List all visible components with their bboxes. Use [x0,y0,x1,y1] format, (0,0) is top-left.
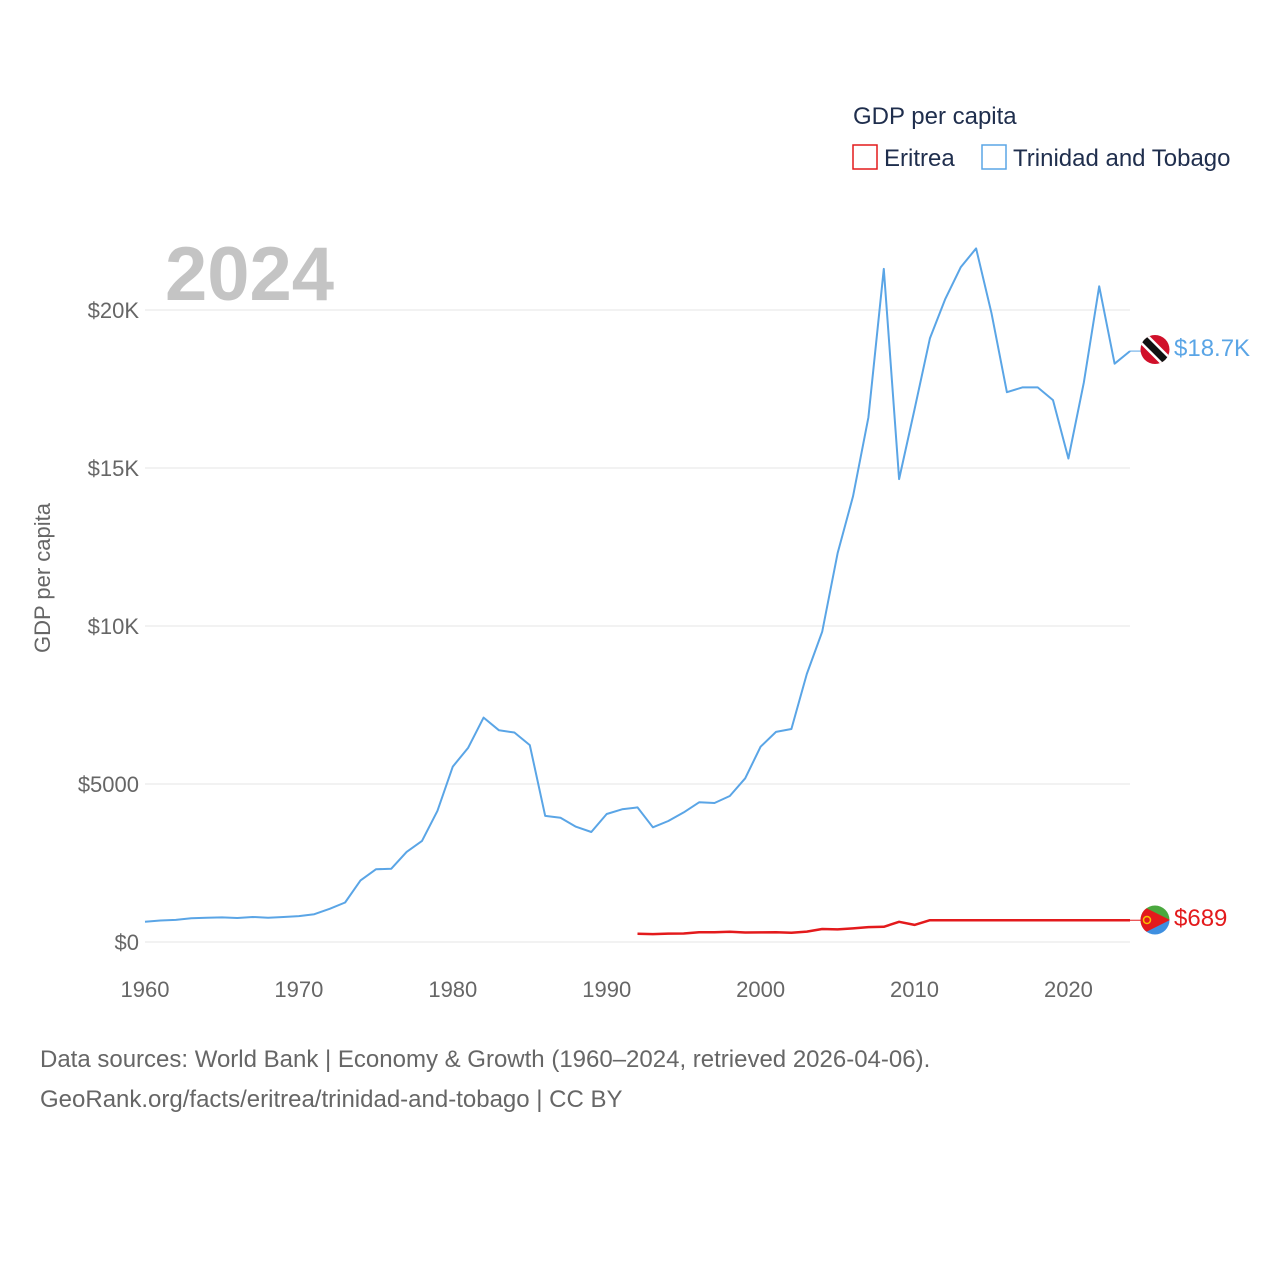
x-tick-label: 2020 [1044,977,1093,1002]
legend-swatch-eritrea[interactable] [852,144,878,170]
x-tick-label: 2010 [890,977,939,1002]
source-line-2[interactable]: GeoRank.org/facts/eritrea/trinidad-and-t… [40,1086,623,1113]
year-watermark: 2024 [165,232,334,317]
data-source-note: Data sources: World Bank | Economy & Gro… [40,1040,930,1120]
y-tick-label: $0 [115,930,139,955]
y-tick-label: $20K [88,298,140,323]
grid-lines [145,309,1130,943]
source-line-1: Data sources: World Bank | Economy & Gro… [40,1046,931,1073]
x-axis-ticks: 1960 1970 1980 1990 2000 2010 2020 [121,977,1093,1002]
legend-label-trinidad-and-tobago[interactable]: Trinidad and Tobago [1013,145,1231,172]
y-axis-ticks: $0 $5000 $10K $15K $20K [78,298,140,955]
legend-label-eritrea[interactable]: Eritrea [884,145,955,172]
series-line-eritrea[interactable] [637,918,1131,936]
end-label-trinidad-and-tobago: $18.7K [1174,335,1250,362]
y-tick-label: $5000 [78,772,139,797]
y-tick-label: $15K [88,456,140,481]
x-tick-label: 1970 [274,977,323,1002]
x-tick-label: 2000 [736,977,785,1002]
legend-swatch-trinidad-and-tobago[interactable] [981,144,1007,170]
legend-title: GDP per capita [853,103,1017,130]
x-tick-label: 1990 [582,977,631,1002]
series-line-trinidad-and-tobago[interactable] [144,247,1131,923]
y-tick-label: $10K [88,614,140,639]
trinidad-and-tobago-flag-icon [1140,335,1170,364]
gdp-per-capita-chart: $0 $5000 $10K $15K $20K 1960 1970 1980 1990 2000… [30,103,1250,1002]
x-tick-label: 1980 [428,977,477,1002]
eritrea-flag-icon [1140,905,1170,935]
x-tick-label: 1960 [121,977,170,1002]
series-layer [144,247,1141,936]
legend: GDP per capita Eritrea Trinidad and Toba… [852,103,1231,172]
end-label-eritrea: $689 [1174,905,1227,932]
y-axis-label: GDP per capita [30,502,55,653]
